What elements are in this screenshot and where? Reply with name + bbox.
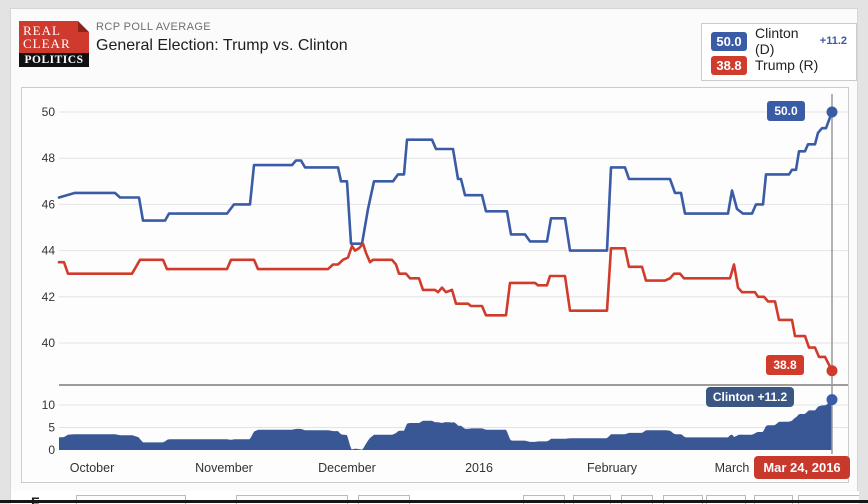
trump-value-badge: 38.8 <box>711 55 747 75</box>
y-axis-tick: 46 <box>42 197 56 211</box>
trump-dot <box>826 365 838 377</box>
trump-endpoint-badge: 38.8 <box>766 355 804 375</box>
cutoff-text: F <box>31 494 40 504</box>
cutoff-control[interactable] <box>236 495 348 504</box>
legend-item-clinton[interactable]: 50.0 Clinton (D) +11.2 <box>711 25 847 57</box>
logo-text: REAL <box>23 23 61 38</box>
logo-fold-icon <box>78 21 89 32</box>
x-axis-label: November <box>195 461 253 475</box>
clinton-dot <box>826 106 838 118</box>
y-axis-tick: 5 <box>48 421 55 435</box>
x-axis-label: 2016 <box>465 461 493 475</box>
trump-line <box>57 242 834 373</box>
y-axis-tick: 50 <box>42 105 56 119</box>
cutoff-control[interactable] <box>754 495 793 504</box>
cutoff-control[interactable] <box>798 495 859 504</box>
legend-label: Clinton (D) <box>755 25 799 57</box>
legend: 50.0 Clinton (D) +11.2 38.8 Trump (R) <box>701 23 857 81</box>
logo-text: CLEAR <box>23 36 71 51</box>
y-axis-tick: 44 <box>42 244 56 258</box>
header: RCP POLL AVERAGE General Election: Trump… <box>96 21 348 55</box>
cutoff-control[interactable] <box>523 495 565 504</box>
bottom-divider <box>0 500 868 503</box>
x-axis-label: October <box>70 461 114 475</box>
legend-label: Trump (R) <box>755 57 819 73</box>
cutoff-control[interactable] <box>663 495 703 504</box>
legend-spread-value: +11.2 <box>819 35 847 47</box>
y-axis-tick: 42 <box>42 290 56 304</box>
logo-text: POLITICS <box>19 53 89 67</box>
rcp-logo[interactable]: REAL CLEAR POLITICS <box>19 21 89 67</box>
x-axis-label: March <box>715 461 750 475</box>
cutoff-control[interactable] <box>706 495 746 504</box>
poll-average-kicker: RCP POLL AVERAGE <box>96 21 212 33</box>
date-badge: Mar 24, 2016 <box>754 456 850 479</box>
spread-endpoint-badge: Clinton +11.2 <box>706 387 794 407</box>
y-axis-tick: 10 <box>42 398 56 412</box>
x-axis-label: February <box>587 461 638 475</box>
spread-dot <box>826 394 838 406</box>
y-axis-tick: 0 <box>48 443 55 457</box>
page-title: General Election: Trump vs. Clinton <box>96 37 348 54</box>
chart-panel: 50 48 46 44 42 40 10 5 0 October November December 2… <box>21 87 850 484</box>
cutoff-control[interactable] <box>621 495 653 504</box>
content-panel: REAL CLEAR POLITICS RCP POLL AVERAGE Gen… <box>10 8 859 504</box>
spread-area <box>59 400 832 450</box>
cutoff-control[interactable] <box>358 495 410 504</box>
y-axis-tick: 48 <box>42 151 56 165</box>
cutoff-control[interactable] <box>76 495 186 504</box>
x-axis-label: December <box>318 461 376 475</box>
clinton-line <box>57 110 834 252</box>
legend-item-trump[interactable]: 38.8 Trump (R) <box>711 54 847 76</box>
clinton-value-badge: 50.0 <box>711 31 747 51</box>
cutoff-control[interactable] <box>573 495 611 504</box>
clinton-endpoint-badge: 50.0 <box>767 101 805 121</box>
panel-divider <box>59 384 848 386</box>
y-axis-tick: 40 <box>42 336 56 350</box>
